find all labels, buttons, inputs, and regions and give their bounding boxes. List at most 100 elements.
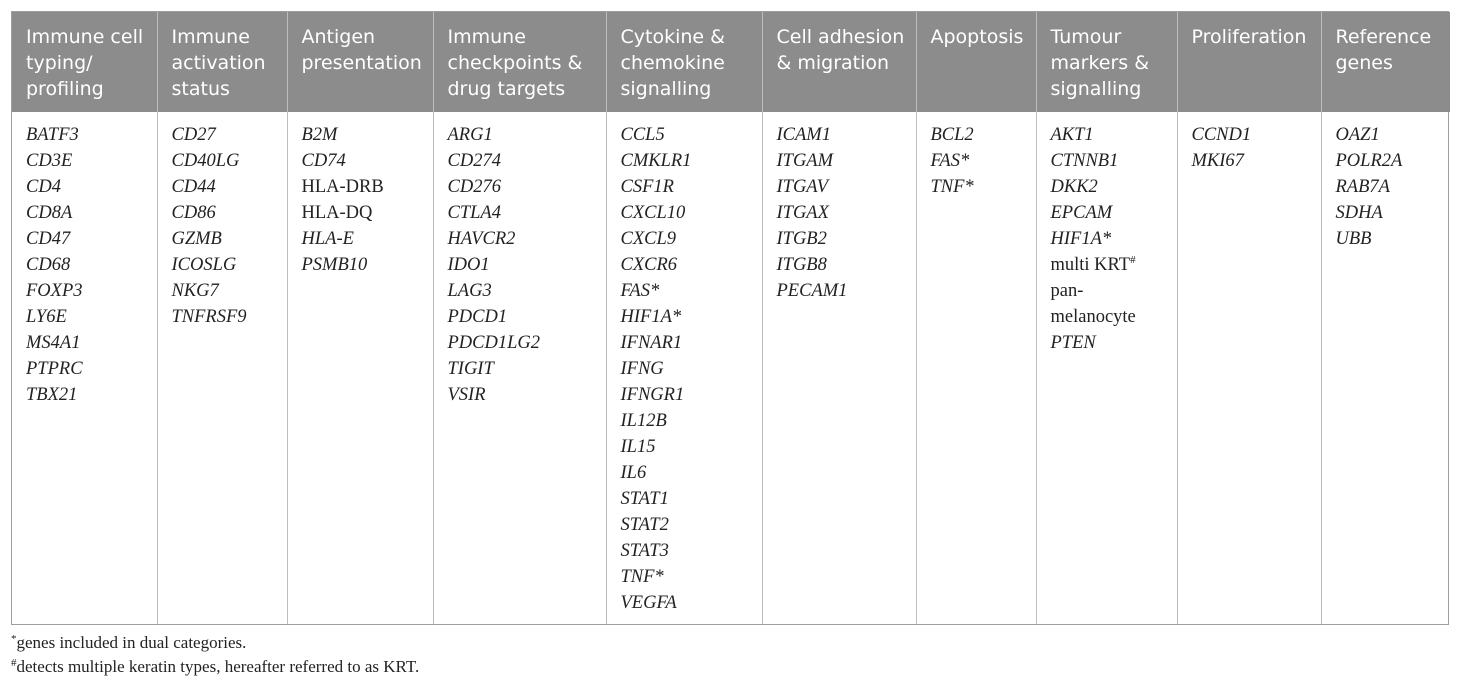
gene-name: CD27	[172, 122, 279, 148]
column-header: Immune cell typing/ profiling	[12, 12, 157, 112]
footnote-text: detects multiple keratin types, hereafte…	[16, 657, 420, 676]
gene-name: CCL5	[621, 122, 754, 148]
column-header: Antigen presentation	[286, 12, 433, 112]
gene-label: HLA-DRB	[301, 177, 384, 197]
gene-label: PTEN	[1050, 333, 1096, 353]
gene-name: CD68	[26, 252, 149, 278]
gene-label: TIGIT	[447, 359, 494, 379]
gene-name: POLR2A	[1336, 148, 1443, 174]
column-header: Apoptosis	[915, 12, 1036, 112]
gene-list-cell: OAZ1 POLR2A RAB7A SDHA UBB	[1320, 112, 1450, 624]
gene-label: GZMB	[171, 229, 222, 249]
gene-label: FOXP3	[26, 281, 83, 301]
gene-label: IL6	[620, 463, 647, 483]
gene-name: IL12B	[621, 408, 754, 434]
gene-name: HLA-E	[302, 226, 425, 252]
gene-name: ITGB2	[777, 226, 908, 252]
gene-name: pan-	[1051, 278, 1169, 304]
gene-label: STAT2	[620, 515, 669, 535]
gene-list-row: BATF3 CD3E CD4 CD8A CD47 CD68 FOXP3 LY6E MS4A1 PT…	[12, 112, 1450, 624]
gene-label: IL15	[620, 437, 656, 457]
gene-name: PECAM1	[777, 278, 908, 304]
gene-label: B2M	[301, 125, 338, 145]
gene-label: IDO1	[447, 255, 490, 275]
gene-label: ITGB8	[776, 255, 827, 275]
gene-label: CSF1R	[620, 177, 674, 197]
column-header: Reference genes	[1320, 12, 1450, 112]
gene-label: CXCL10	[620, 203, 686, 223]
gene-label: CMKLR1	[620, 151, 692, 171]
gene-label: CCND1	[1191, 125, 1252, 145]
gene-name: VEGFA	[621, 590, 754, 616]
gene-name: PSMB10	[302, 252, 425, 278]
gene-label: PECAM1	[776, 281, 848, 301]
column-header: Immune checkpoints & drug targets	[432, 12, 606, 112]
gene-list-cell: BATF3 CD3E CD4 CD8A CD47 CD68 FOXP3 LY6E MS4A1 PT…	[12, 112, 157, 624]
gene-name: ITGAX	[777, 200, 908, 226]
gene-label: CD47	[26, 229, 71, 249]
gene-list-cell: CD27 CD40LG CD44 CD86 GZMB ICOSLG NKG7 TNFRSF9	[156, 112, 287, 624]
gene-label: ITGAV	[776, 177, 829, 197]
gene-name: CTNNB1	[1051, 148, 1169, 174]
gene-name: melanocyte	[1051, 304, 1169, 330]
gene-label: FAS*	[620, 281, 660, 301]
gene-name: PTPRC	[26, 356, 149, 382]
gene-name: HIF1A*	[621, 304, 754, 330]
gene-label: TBX21	[26, 385, 78, 405]
gene-name: ARG1	[448, 122, 598, 148]
gene-label: pan-	[1050, 281, 1084, 301]
gene-name: CD44	[172, 174, 279, 200]
gene-name: MKI67	[1192, 148, 1313, 174]
gene-label: IL12B	[620, 411, 667, 431]
gene-name: CXCL9	[621, 226, 754, 252]
gene-name: LY6E	[26, 304, 149, 330]
gene-label: ITGB2	[776, 229, 827, 249]
gene-name: CD47	[26, 226, 149, 252]
gene-name: SDHA	[1336, 200, 1443, 226]
gene-name: DKK2	[1051, 174, 1169, 200]
column-header: Immune activation status	[156, 12, 287, 112]
gene-label: VSIR	[447, 385, 486, 405]
gene-name: PTEN	[1051, 330, 1169, 356]
table-footnotes: *genes included in dual categories. #det…	[11, 631, 419, 679]
footnote-mark: #	[1130, 254, 1136, 266]
gene-label: UBB	[1335, 229, 1372, 249]
gene-label: CD68	[26, 255, 71, 275]
gene-name: MS4A1	[26, 330, 149, 356]
gene-name: PDCD1	[448, 304, 598, 330]
gene-name: CXCL10	[621, 200, 754, 226]
gene-label: MKI67	[1191, 151, 1244, 171]
gene-name: FAS*	[621, 278, 754, 304]
gene-name: AKT1	[1051, 122, 1169, 148]
gene-label: CD40LG	[171, 151, 240, 171]
gene-label: HLA-DQ	[301, 203, 373, 223]
gene-label: STAT3	[620, 541, 669, 561]
gene-name: LAG3	[448, 278, 598, 304]
gene-table-container: Immune cell typing/ profiling Immune act…	[11, 11, 1450, 625]
gene-name: IL6	[621, 460, 754, 486]
gene-label: ICAM1	[776, 125, 831, 145]
gene-label: IFNAR1	[620, 333, 683, 353]
gene-name: CD8A	[26, 200, 149, 226]
gene-name: B2M	[302, 122, 425, 148]
column-header: Cytokine & chemokine signalling	[605, 12, 762, 112]
gene-label: PTPRC	[26, 359, 83, 379]
gene-label: LAG3	[447, 281, 492, 301]
gene-label: TNF*	[620, 567, 664, 587]
gene-label: OAZ1	[1335, 125, 1380, 145]
gene-label: ITGAM	[776, 151, 834, 171]
gene-name: CD274	[448, 148, 598, 174]
gene-category-table: Immune cell typing/ profiling Immune act…	[12, 12, 1450, 624]
gene-label: CCL5	[620, 125, 665, 145]
gene-name: FAS*	[931, 148, 1028, 174]
gene-name: CXCR6	[621, 252, 754, 278]
gene-name: CD4	[26, 174, 149, 200]
gene-label: CD86	[171, 203, 216, 223]
gene-name: TIGIT	[448, 356, 598, 382]
gene-name: BATF3	[26, 122, 149, 148]
gene-name: ICAM1	[777, 122, 908, 148]
gene-name: GZMB	[172, 226, 279, 252]
gene-name: TNF*	[931, 174, 1028, 200]
gene-name: IFNAR1	[621, 330, 754, 356]
gene-label: RAB7A	[1335, 177, 1390, 197]
